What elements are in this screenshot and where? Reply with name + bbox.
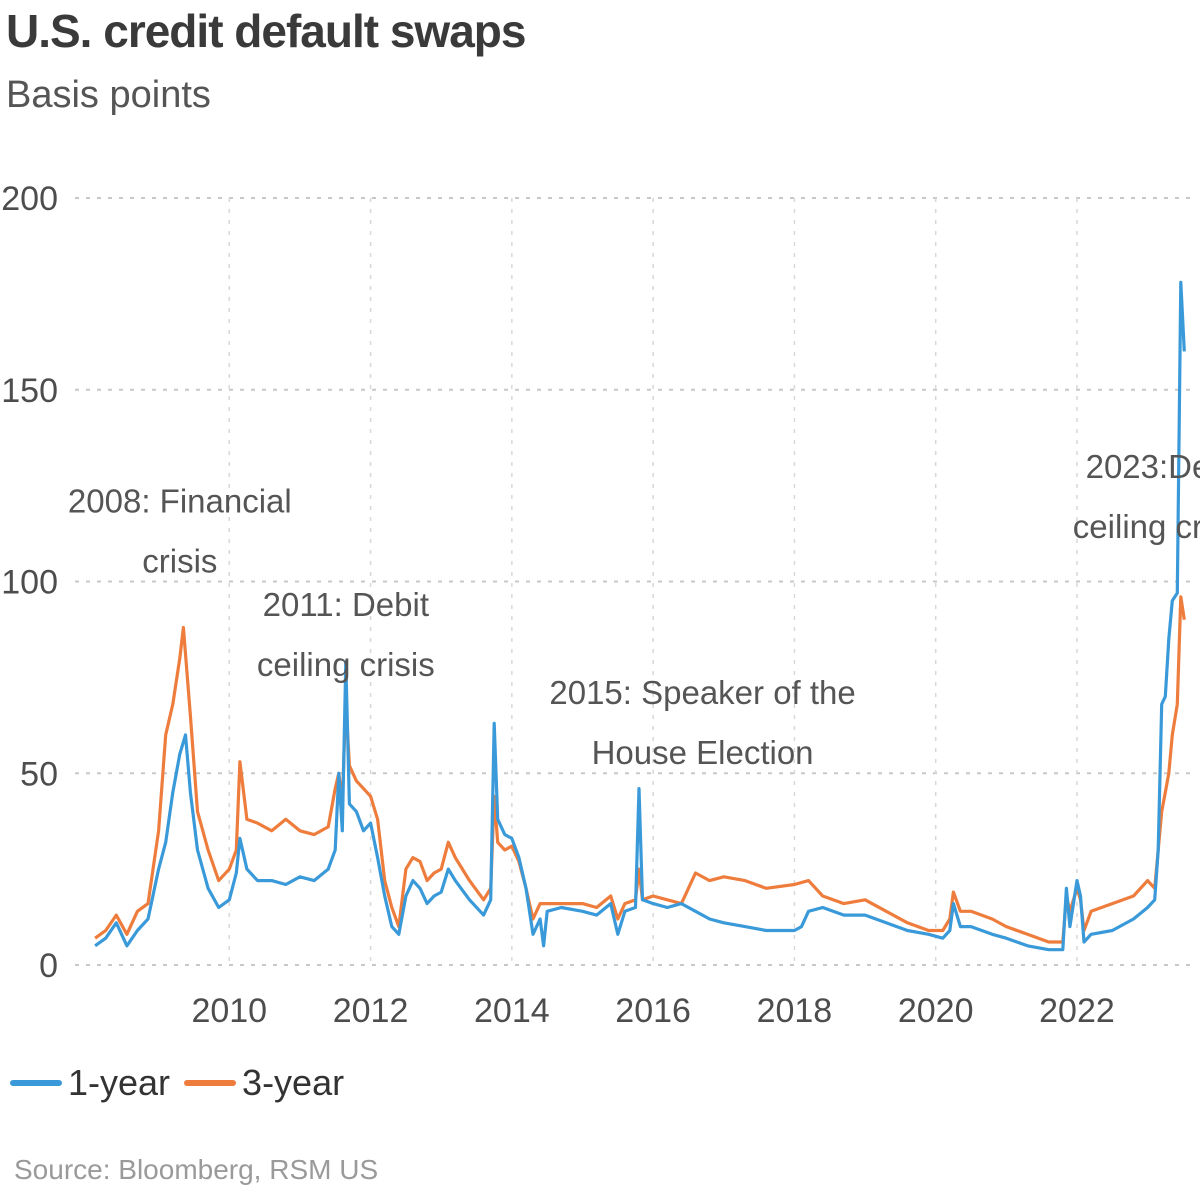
- annotation-text: 2015: Speaker of the: [549, 674, 855, 711]
- series-line-1-year: [94, 280, 1186, 952]
- annotation-text: 2011: Debit: [263, 586, 429, 623]
- annotation-text: 2023:Debt: [1086, 448, 1200, 485]
- x-tick-label: 2016: [615, 992, 691, 1030]
- annotation-text: ceiling crisis: [1073, 508, 1200, 545]
- series-line-3-year: [94, 595, 1186, 944]
- x-tick-label: 2022: [1039, 992, 1115, 1030]
- x-tick-label: 2014: [474, 992, 550, 1030]
- y-tick-label: 150: [1, 372, 58, 410]
- legend: 1-year 3-year: [10, 1062, 358, 1104]
- annotation-text: crisis: [142, 542, 217, 579]
- legend-swatch-3-year: [184, 1080, 237, 1086]
- legend-item-3-year: 3-year: [184, 1062, 344, 1104]
- annotation-text: 2008: Financial: [68, 482, 292, 519]
- x-tick-label: 2010: [191, 992, 267, 1030]
- annotation-text: ceiling crisis: [257, 646, 435, 683]
- legend-label-1-year: 1-year: [68, 1062, 171, 1103]
- source-note: Source: Bloomberg, RSM US: [14, 1154, 379, 1185]
- chart-title: U.S. credit default swaps: [6, 5, 526, 57]
- y-tick-label: 0: [39, 947, 58, 985]
- y-tick-label: 100: [1, 564, 58, 602]
- x-tick-label: 2020: [898, 992, 974, 1030]
- y-tick-label: 200: [1, 180, 58, 218]
- chart-subtitle: Basis points: [6, 74, 211, 116]
- legend-swatch-1-year: [10, 1080, 62, 1086]
- x-tick-label: 2018: [757, 992, 833, 1030]
- legend-item-1-year: 1-year: [10, 1062, 170, 1104]
- y-tick-label: 50: [20, 755, 58, 793]
- x-tick-label: 2012: [333, 992, 409, 1030]
- annotation-text: House Election: [592, 734, 814, 771]
- legend-label-3-year: 3-year: [242, 1062, 345, 1103]
